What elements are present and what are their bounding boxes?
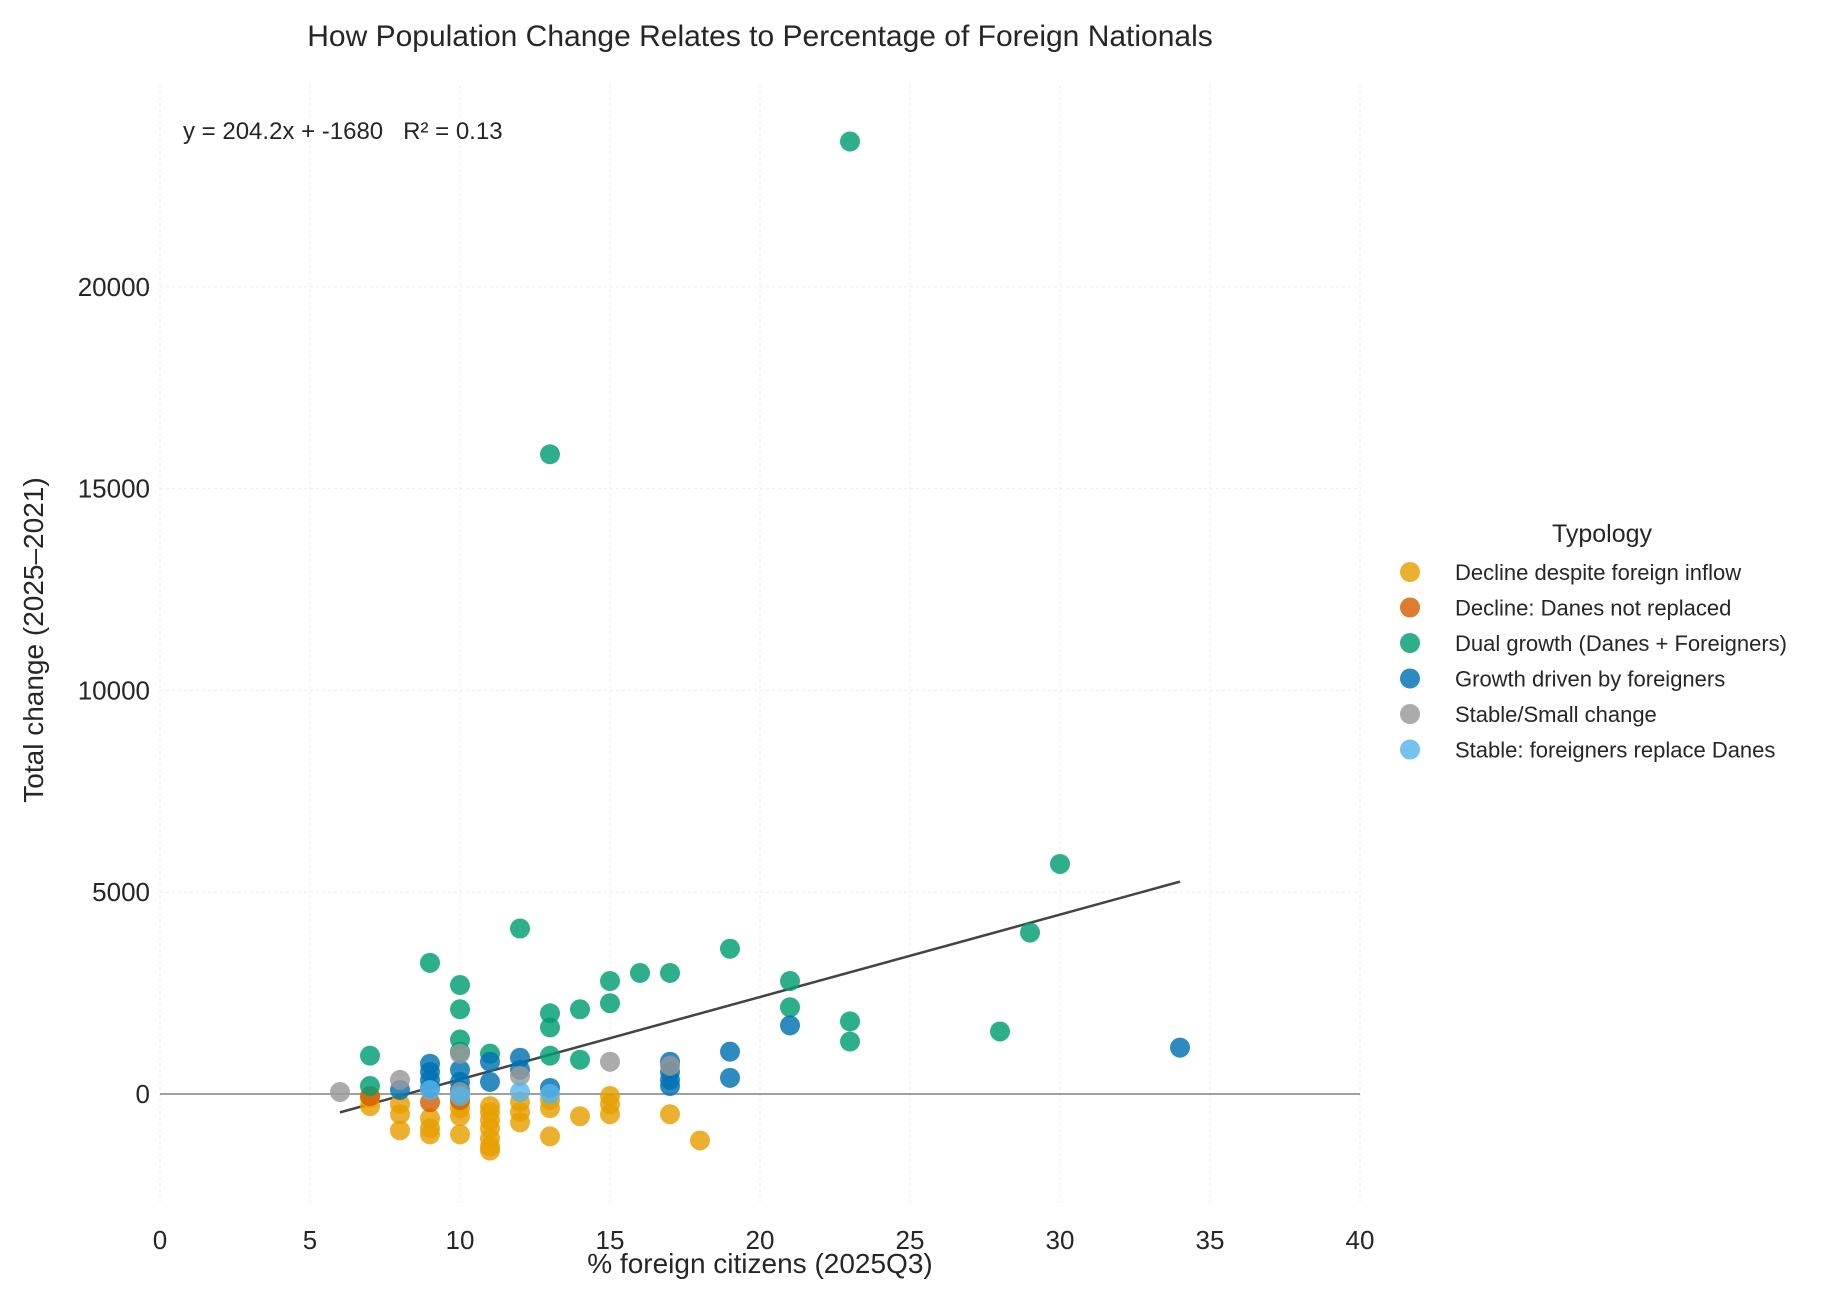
data-point xyxy=(840,1011,860,1032)
y-tick-label: 10000 xyxy=(78,675,150,705)
y-tick-label: 15000 xyxy=(78,474,150,504)
data-point xyxy=(660,1055,680,1076)
legend-label: Stable: foreigners replace Danes xyxy=(1455,738,1775,763)
trendline xyxy=(339,880,1181,1114)
data-point xyxy=(1050,853,1070,874)
data-points xyxy=(330,131,1190,1161)
series-4 xyxy=(330,1043,680,1103)
data-point xyxy=(330,1082,350,1103)
data-point xyxy=(450,975,470,996)
data-point xyxy=(360,1075,380,1096)
data-point xyxy=(480,1071,500,1092)
data-point xyxy=(540,1017,560,1038)
data-point xyxy=(660,962,680,983)
chart-title: How Population Change Relates to Percent… xyxy=(307,20,1213,53)
data-point xyxy=(540,1084,560,1105)
data-point xyxy=(360,1045,380,1066)
data-point xyxy=(450,1043,470,1064)
legend: Typology Decline despite foreign inflowD… xyxy=(1400,520,1787,763)
data-point xyxy=(570,1049,590,1070)
legend-marker xyxy=(1400,562,1420,582)
data-point xyxy=(510,1065,530,1086)
data-point xyxy=(420,1079,440,1100)
data-point xyxy=(390,1120,410,1141)
data-point xyxy=(600,1086,620,1107)
series-5 xyxy=(420,1079,560,1107)
legend-items: Decline despite foreign inflow Decline: D… xyxy=(1400,560,1787,763)
data-point xyxy=(540,1003,560,1024)
data-point xyxy=(540,1045,560,1066)
series-2 xyxy=(360,131,1070,1096)
legend-marker xyxy=(1400,668,1420,689)
data-point xyxy=(1170,1037,1190,1058)
x-tick-label: 40 xyxy=(1346,1225,1375,1255)
x-tick-label: 15 xyxy=(596,1225,625,1255)
data-point xyxy=(450,1086,470,1107)
data-point xyxy=(390,1069,410,1090)
data-point xyxy=(600,971,620,992)
regression-annotation: y = 204.2x + -1680 R² = 0.13 xyxy=(183,118,503,145)
grid-lines xyxy=(159,85,1361,1203)
y-tick-label: 20000 xyxy=(78,272,150,302)
data-point xyxy=(720,1067,740,1088)
data-point xyxy=(510,918,530,939)
series-3 xyxy=(390,1015,1190,1100)
legend-title: Typology xyxy=(1552,520,1653,548)
data-point xyxy=(600,993,620,1014)
data-point xyxy=(780,971,800,992)
x-tick-label: 0 xyxy=(153,1225,167,1255)
x-tick-label: 35 xyxy=(1196,1225,1225,1255)
legend-label: Dual growth (Danes + Foreigners) xyxy=(1455,631,1787,656)
legend-label: Decline: Danes not replaced xyxy=(1455,596,1731,621)
data-point xyxy=(630,962,650,983)
x-tick-label: 5 xyxy=(303,1225,317,1255)
data-point xyxy=(660,1104,680,1125)
legend-label: Growth driven by foreigners xyxy=(1455,667,1725,692)
x-tick-label: 10 xyxy=(446,1225,475,1255)
y-tick-label: 5000 xyxy=(92,877,150,907)
data-point xyxy=(540,1126,560,1147)
data-point xyxy=(480,1140,500,1161)
data-point xyxy=(720,1041,740,1062)
series-0 xyxy=(360,1086,710,1161)
legend-label: Stable/Small change xyxy=(1455,702,1657,727)
data-point xyxy=(840,1031,860,1052)
data-point xyxy=(450,1124,470,1145)
data-point xyxy=(420,1108,440,1129)
data-point xyxy=(420,952,440,973)
legend-label: Decline despite foreign inflow xyxy=(1455,560,1741,585)
data-point xyxy=(570,1106,590,1127)
data-point xyxy=(510,1082,530,1103)
x-tick-label: 20 xyxy=(746,1225,775,1255)
y-tick-label: 0 xyxy=(136,1079,150,1109)
data-point xyxy=(450,999,470,1020)
data-point xyxy=(540,444,560,465)
axes: 0 5 10 15 20 25 30 35 40 0 5000 10000 15000 20000 xyxy=(78,272,1375,1255)
legend-marker xyxy=(1400,739,1420,760)
trendline-group xyxy=(339,880,1181,1114)
data-point xyxy=(660,1075,680,1096)
data-point xyxy=(480,1096,500,1117)
data-point xyxy=(480,1051,500,1072)
data-point xyxy=(1020,922,1040,943)
legend-marker xyxy=(1400,597,1420,618)
data-point xyxy=(780,997,800,1018)
legend-marker xyxy=(1400,704,1420,724)
y-axis-label: Total change (2025–2021) xyxy=(18,477,49,802)
legend-marker xyxy=(1400,633,1420,653)
data-point xyxy=(600,1051,620,1072)
data-point xyxy=(690,1130,710,1151)
data-point xyxy=(720,938,740,959)
data-point xyxy=(990,1021,1010,1042)
x-axis-label: % foreign citizens (2025Q3) xyxy=(587,1248,933,1279)
data-point xyxy=(840,131,860,152)
data-point xyxy=(570,999,590,1020)
data-point xyxy=(390,1094,410,1115)
x-tick-label: 30 xyxy=(1046,1225,1075,1255)
data-point xyxy=(780,1015,800,1036)
x-tick-label: 25 xyxy=(896,1225,925,1255)
